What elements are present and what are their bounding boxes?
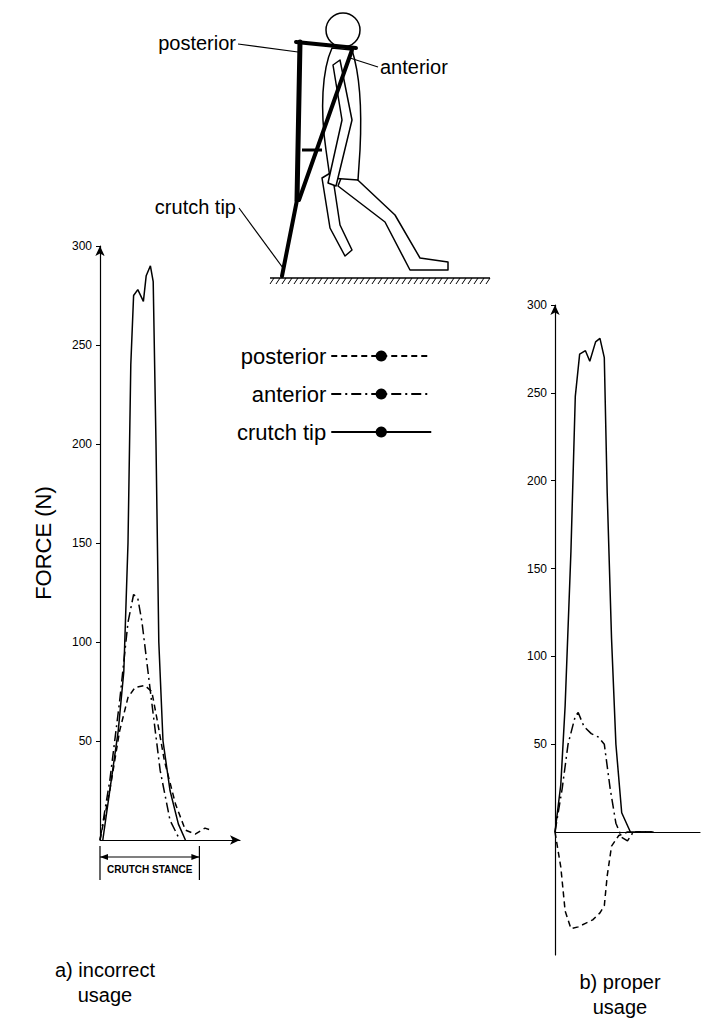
svg-text:300: 300 [72,239,92,253]
svg-text:CRUTCH STANCE: CRUTCH STANCE [107,864,193,875]
svg-text:100: 100 [527,649,547,663]
svg-text:anterior: anterior [380,56,448,78]
svg-text:usage: usage [593,996,648,1018]
svg-text:FORCE (N): FORCE (N) [31,486,56,600]
svg-text:250: 250 [72,338,92,352]
svg-text:250: 250 [527,386,547,400]
svg-text:posterior: posterior [158,32,236,54]
svg-text:usage: usage [78,984,133,1006]
svg-text:b) proper: b) proper [579,971,660,993]
svg-text:posterior: posterior [241,344,327,369]
svg-text:150: 150 [72,536,92,550]
svg-text:300: 300 [527,298,547,312]
svg-text:200: 200 [527,474,547,488]
svg-text:50: 50 [79,734,93,748]
svg-text:100: 100 [72,635,92,649]
svg-text:a) incorrect: a) incorrect [55,959,155,981]
svg-text:crutch tip: crutch tip [155,196,236,218]
svg-text:50: 50 [534,737,548,751]
svg-text:anterior: anterior [252,382,327,407]
svg-text:crutch tip: crutch tip [237,420,326,445]
svg-text:200: 200 [72,437,92,451]
svg-text:150: 150 [527,562,547,576]
